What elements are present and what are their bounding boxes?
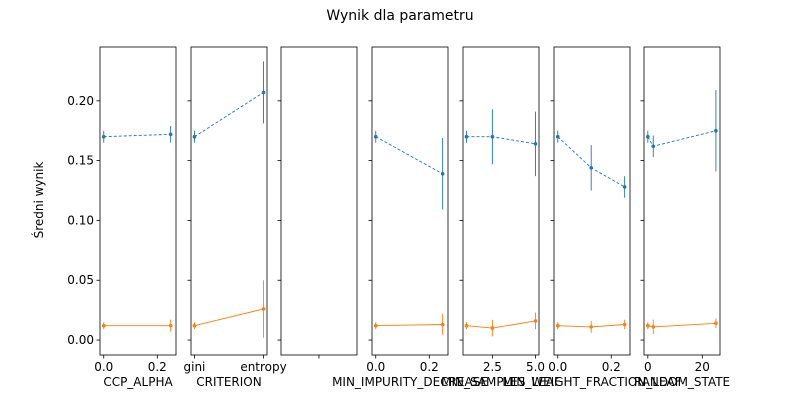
test-data-point [440, 171, 445, 176]
test-data-point [373, 134, 378, 139]
chart-title: Wynik dla parametru [326, 8, 473, 24]
test-data-point [646, 134, 650, 139]
x-tick-label: 0.2 [602, 360, 621, 374]
train-data-point [714, 321, 718, 326]
test-data-point [168, 132, 173, 137]
x-axis-label: MIN_IMPURITY_DECREASE [332, 375, 488, 389]
x-tick-label: 5.0 [526, 360, 545, 374]
train-data-point [490, 326, 495, 330]
y-tick-label: 0.20 [67, 94, 94, 108]
test-data-point [192, 134, 197, 139]
x-tick-label: 0.0 [548, 360, 567, 374]
y-axis-label: Średni wynik [31, 162, 46, 239]
panel-frame [99, 46, 177, 356]
train-data-point [168, 323, 173, 328]
x-axis-label: RANDOM_STATE [634, 375, 730, 389]
test-series-line [103, 133, 171, 138]
train-series-line [466, 320, 536, 329]
train-data-point [440, 322, 445, 327]
test-series-line [194, 92, 264, 138]
panel-frame [280, 46, 358, 356]
train-data-point [646, 323, 650, 328]
panel-frame [371, 46, 449, 356]
test-data-point [651, 144, 656, 149]
test-data-point [589, 166, 593, 170]
test-series-line [647, 130, 717, 147]
test-data-point [714, 128, 718, 133]
y-tick-label: 0.05 [67, 273, 94, 287]
train-data-point [261, 307, 266, 311]
test-data-point [464, 134, 469, 139]
test-series-line [375, 136, 443, 175]
x-tick-label: 20 [695, 360, 710, 374]
train-data-point [373, 323, 378, 328]
test-data-point [261, 90, 266, 95]
test-data-point [490, 134, 495, 139]
y-tick-label: 0.10 [67, 213, 94, 227]
x-tick-label: entropy [240, 360, 286, 374]
x-axis-label: MIN_SAMPLES_LEAF [441, 375, 561, 389]
train-data-point [533, 319, 538, 323]
test-data-point [533, 142, 538, 146]
train-series-line [194, 308, 264, 327]
train-data-point [192, 323, 197, 328]
train-data-point [555, 323, 560, 328]
x-axis-label: CRITERION [196, 375, 261, 389]
panel-3 [277, 46, 358, 359]
panel-frame [190, 46, 268, 356]
train-data-point [464, 323, 469, 328]
x-tick-label: 0.0 [366, 360, 385, 374]
train-data-point [651, 325, 656, 329]
test-series-line [466, 136, 536, 145]
x-tick-label: 0.2 [148, 360, 167, 374]
train-series-line [647, 322, 716, 328]
train-data-point [101, 323, 106, 328]
y-tick-label: 0.15 [67, 154, 94, 168]
train-data-point [589, 325, 593, 329]
x-tick-label: 0 [644, 360, 652, 374]
x-tick-label: 0.0 [94, 360, 113, 374]
x-axis-label: MIN_WEIGHT_FRACTION_LEAF [502, 375, 681, 389]
test-data-point [555, 134, 560, 139]
panel-frame [643, 46, 721, 356]
train-data-point [622, 322, 627, 327]
x-tick-label: 0.2 [420, 360, 439, 374]
train-series-line [375, 324, 443, 327]
test-data-point [622, 185, 627, 189]
panel-frame [462, 46, 540, 356]
y-tick-label: 0.00 [67, 333, 94, 347]
x-tick-label: gini [184, 360, 206, 374]
test-data-point [101, 134, 106, 139]
panel-frame [553, 46, 631, 356]
x-axis-label: CCP_ALPHA [103, 375, 173, 389]
x-tick-label: 2.5 [483, 360, 502, 374]
